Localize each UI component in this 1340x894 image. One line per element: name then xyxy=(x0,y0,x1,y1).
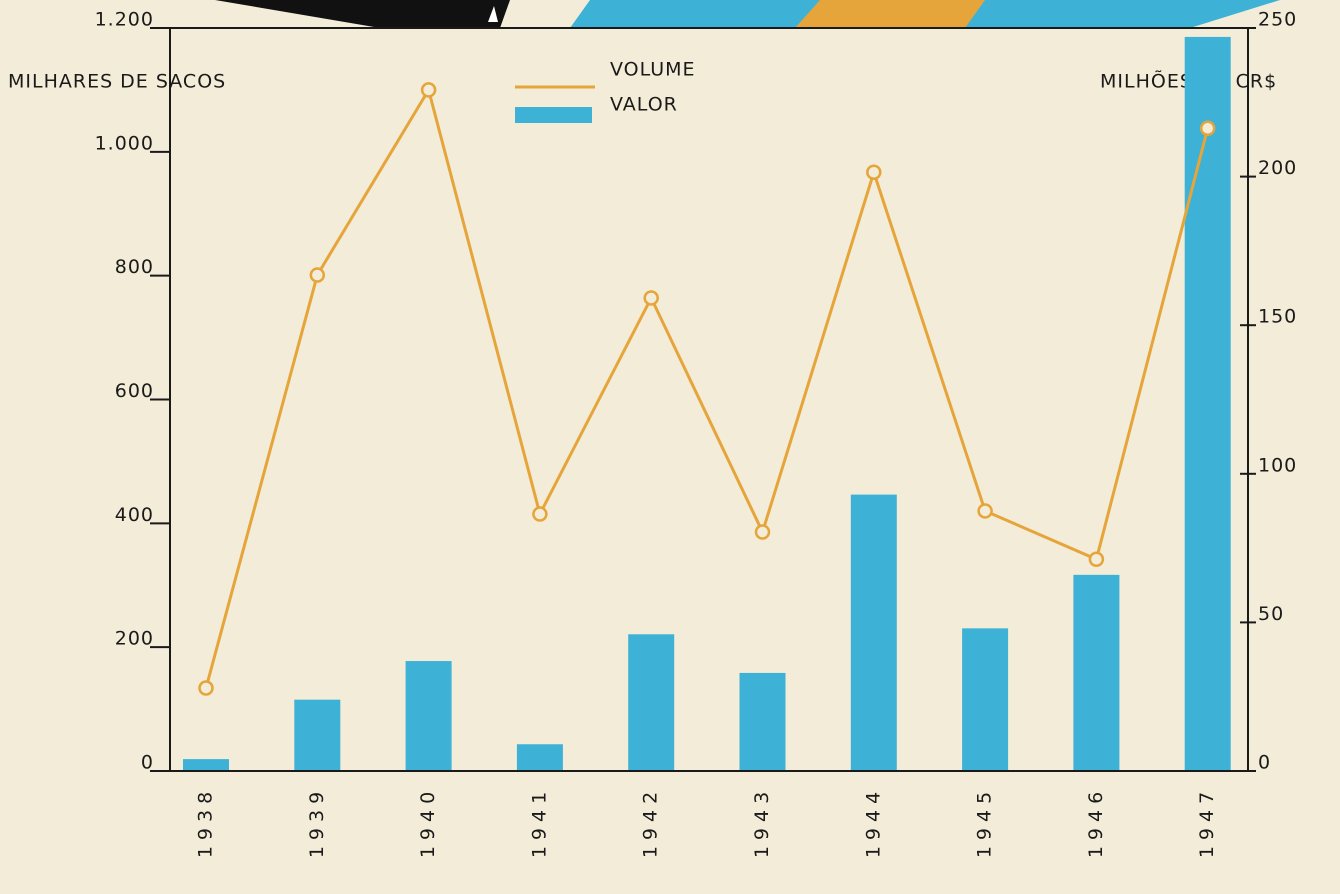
y-tick-label: 400 xyxy=(115,504,154,526)
x-tick-label-group: 1942 xyxy=(640,786,662,858)
y-tick-label: 800 xyxy=(115,256,154,278)
bar xyxy=(294,699,341,771)
point xyxy=(309,267,326,283)
x-tick-label: 1946 xyxy=(1085,786,1107,858)
x-tick-label: 1939 xyxy=(306,786,328,858)
y-tick-label: 600 xyxy=(115,380,154,402)
x-tick-label-group: 1945 xyxy=(974,786,996,858)
point xyxy=(643,290,659,306)
point xyxy=(866,164,882,181)
y-tick-label: 200 xyxy=(115,628,154,650)
y2-tick-label: 50 xyxy=(1258,603,1284,625)
x-tick-label: 1944 xyxy=(862,786,884,858)
point xyxy=(754,524,771,540)
bar xyxy=(962,628,1009,771)
bar xyxy=(739,672,786,771)
y-tick-label: 0 xyxy=(141,752,154,774)
x-tick-label-group: 1944 xyxy=(862,786,884,858)
x-tick-label: 1947 xyxy=(1196,786,1218,858)
decor-black xyxy=(215,0,510,28)
x-tick-label: 1941 xyxy=(528,786,550,858)
x-tick-label-group: 1939 xyxy=(306,786,328,858)
bar xyxy=(1184,36,1231,771)
legend-label: VOLUME xyxy=(610,59,696,81)
x-tick-label-group: 1941 xyxy=(528,786,550,858)
decor-orange xyxy=(795,0,985,28)
x-tick-label-group: 1938 xyxy=(195,786,217,858)
y-axis-label: MILHARES DE SACOS xyxy=(8,71,226,93)
x-tick-label-group: 1943 xyxy=(751,786,773,858)
legend-swatch-bar xyxy=(515,107,592,123)
point xyxy=(977,503,993,519)
bar xyxy=(183,759,229,771)
point xyxy=(1088,551,1105,567)
point xyxy=(532,506,548,522)
x-tick-label-group: 1940 xyxy=(417,786,439,858)
y2-tick-label: 250 xyxy=(1258,9,1297,31)
y2-tick-label: 200 xyxy=(1258,157,1297,179)
x-tick-label: 1943 xyxy=(751,786,773,858)
bar xyxy=(628,634,675,771)
y2-tick-label: 0 xyxy=(1258,752,1271,774)
x-tick-label-group: 1947 xyxy=(1196,786,1218,858)
bar xyxy=(516,744,563,771)
y-tick-label: 1.000 xyxy=(95,132,154,154)
bar xyxy=(405,661,452,771)
x-tick-label: 1945 xyxy=(974,786,996,858)
legend-label: VALOR xyxy=(610,94,678,116)
x-tick-label-group: 1946 xyxy=(1085,786,1107,858)
decor-white xyxy=(488,6,498,22)
point xyxy=(1199,120,1216,137)
bar xyxy=(850,494,897,771)
y-tick-label: 1.200 xyxy=(95,9,154,31)
y2-tick-label: 150 xyxy=(1258,306,1297,328)
point xyxy=(420,82,437,98)
x-tick-label: 1942 xyxy=(640,786,662,858)
x-tick-label: 1938 xyxy=(195,786,217,858)
bar xyxy=(1073,574,1120,771)
line xyxy=(204,86,1210,689)
x-tick-label: 1940 xyxy=(417,786,439,858)
point xyxy=(198,680,214,696)
y2-tick-label: 100 xyxy=(1258,454,1297,476)
